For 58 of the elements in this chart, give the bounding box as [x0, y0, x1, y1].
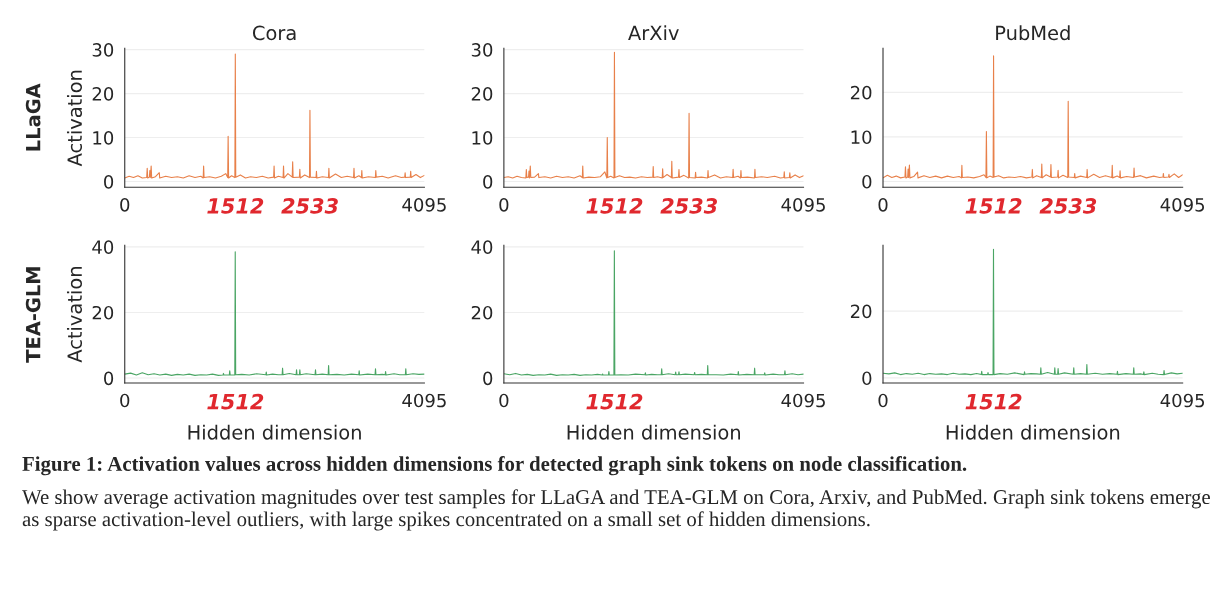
y-tick-label: 0: [104, 174, 114, 189]
x-axis-title: Hidden dimension: [188, 424, 361, 440]
text: LLaGA: [25, 83, 41, 151]
y-tick-label: 10: [93, 131, 114, 145]
x-tick-label: 4095: [781, 197, 825, 212]
x-tick-label: 2533: [281, 198, 338, 214]
y-tick-label: 0: [483, 174, 493, 189]
x-tick-label: 1512: [207, 198, 264, 214]
y-tick-label: 20: [92, 305, 114, 320]
y-tick-label: 30: [92, 43, 114, 57]
caption: Figure 1: Activation values across hidden dimensions for detected graph sink tokens on node classification.: [22, 456, 967, 476]
x-axis-title: Hidden dimension: [567, 424, 740, 440]
y-tick-label: 20: [850, 85, 872, 100]
x-tick-label: 4095: [1160, 393, 1205, 408]
x-tick-label: 4095: [781, 393, 825, 408]
x-tick-label: 1512: [586, 198, 643, 214]
line-series: [883, 248, 1183, 376]
x-tick-label: 0: [499, 197, 509, 212]
x-tick-label: 2533: [1039, 198, 1097, 214]
x-tick-label: 0: [120, 393, 130, 408]
y-tick-label: 0: [862, 371, 872, 386]
y-axis-title: Activation: [66, 70, 83, 167]
chart-title: ArXiv: [628, 25, 679, 40]
y-tick-label: 10: [851, 130, 872, 145]
line-series: [124, 53, 425, 179]
y-tick-label: 20: [471, 87, 493, 101]
x-tick-label: 4095: [402, 393, 446, 408]
line-series: [883, 55, 1183, 179]
x-tick-label: 2533: [660, 198, 717, 214]
y-tick-label: 40: [92, 240, 114, 254]
x-tick-label: 1512: [965, 198, 1022, 214]
chart-title: PubMed: [996, 25, 1070, 41]
y-tick-label: 30: [471, 43, 493, 57]
x-tick-label: 0: [878, 393, 888, 408]
x-tick-label: 4095: [402, 197, 446, 212]
y-tick-label: 10: [472, 131, 493, 145]
x-tick-label: 0: [878, 197, 888, 212]
chart-title: Cora: [252, 25, 296, 41]
x-tick-label: 0: [120, 197, 130, 212]
y-tick-label: 20: [850, 304, 872, 319]
x-tick-label: 4095: [1160, 197, 1205, 212]
x-tick-label: 0: [499, 393, 509, 408]
y-tick-label: 0: [862, 174, 872, 189]
x-axis-title: Hidden dimension: [946, 424, 1120, 440]
line-series: [503, 51, 804, 179]
x-tick-label: 1512: [207, 393, 264, 410]
y-tick-label: 0: [483, 371, 493, 386]
y-tick-label: 0: [104, 371, 114, 386]
line-series: [503, 250, 804, 376]
y-tick-label: 40: [471, 240, 493, 254]
x-tick-label: 1512: [965, 393, 1022, 410]
y-axis-title: Activation: [66, 267, 83, 363]
line-series: [124, 251, 425, 376]
text: We show average activation magnitudes over test samples for LLaGA and TEA-GLM on Cora, Arxiv, and PubMed. Graph sink tokens emerge as sparse activation-level outliers, with large spikes concentrated on a small set of hidden dimensions.: [22, 489, 1210, 531]
x-tick-label: 1512: [586, 393, 643, 410]
y-tick-label: 20: [471, 305, 493, 320]
text: TEA-GLM: [25, 267, 41, 363]
y-tick-label: 20: [92, 87, 114, 101]
